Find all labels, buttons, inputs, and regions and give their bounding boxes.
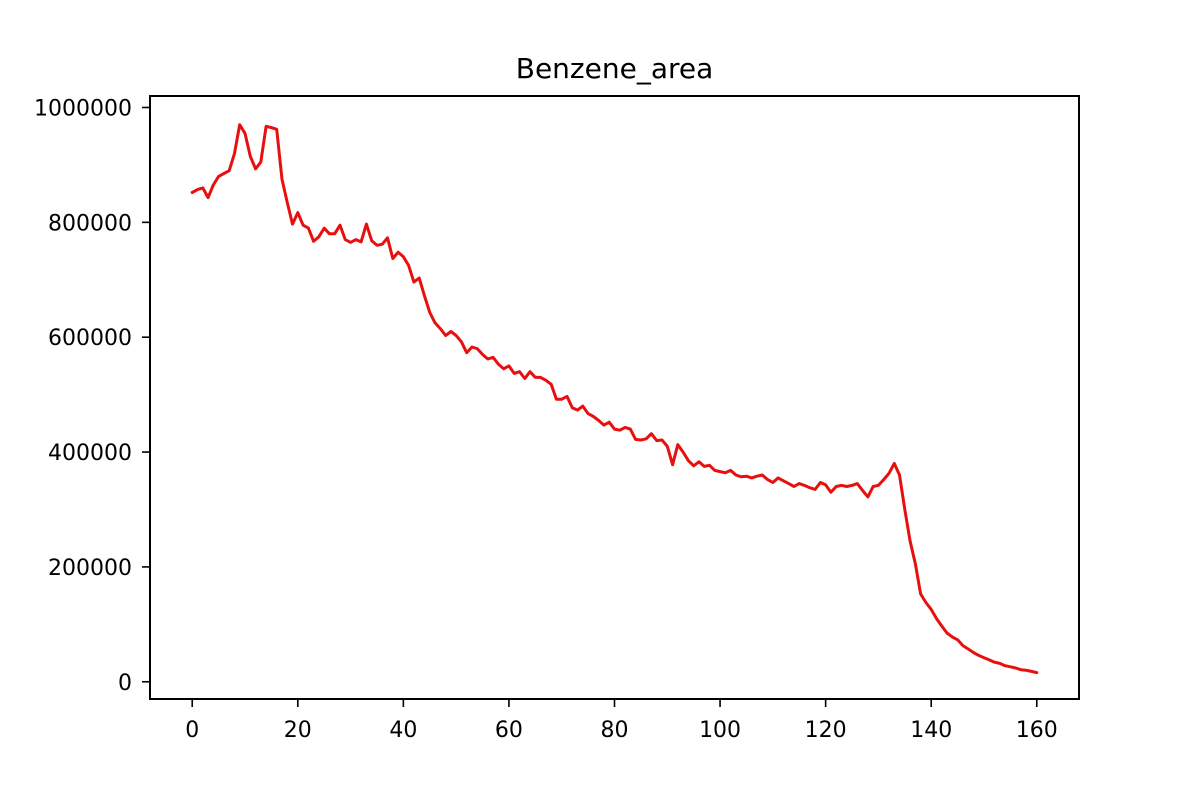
plot-frame	[149, 95, 1080, 700]
series-line-0	[190, 123, 1039, 675]
x-tick-label: 120	[805, 718, 847, 743]
x-tick-label: 60	[495, 718, 523, 743]
x-tick-label: 0	[185, 718, 199, 743]
series-layer	[190, 123, 1039, 675]
x-tick-label: 160	[1016, 718, 1058, 743]
axes: 0 20 40 60 80 100 120 140 160 0 200000 400000 600000…	[34, 96, 1058, 743]
y-tick-label: 200000	[48, 556, 132, 581]
y-tick-label: 0	[118, 671, 132, 696]
x-tick-label: 100	[699, 718, 741, 743]
x-tick-label: 140	[910, 718, 952, 743]
x-tick-label: 40	[389, 718, 417, 743]
y-tick-label: 800000	[48, 211, 132, 236]
chart-title: Benzene_area	[516, 52, 714, 85]
y-tick-label: 1000000	[34, 96, 132, 121]
y-tick-label: 600000	[48, 326, 132, 351]
x-tick-label: 80	[601, 718, 629, 743]
x-tick-label: 20	[284, 718, 312, 743]
y-tick-label: 400000	[48, 441, 132, 466]
